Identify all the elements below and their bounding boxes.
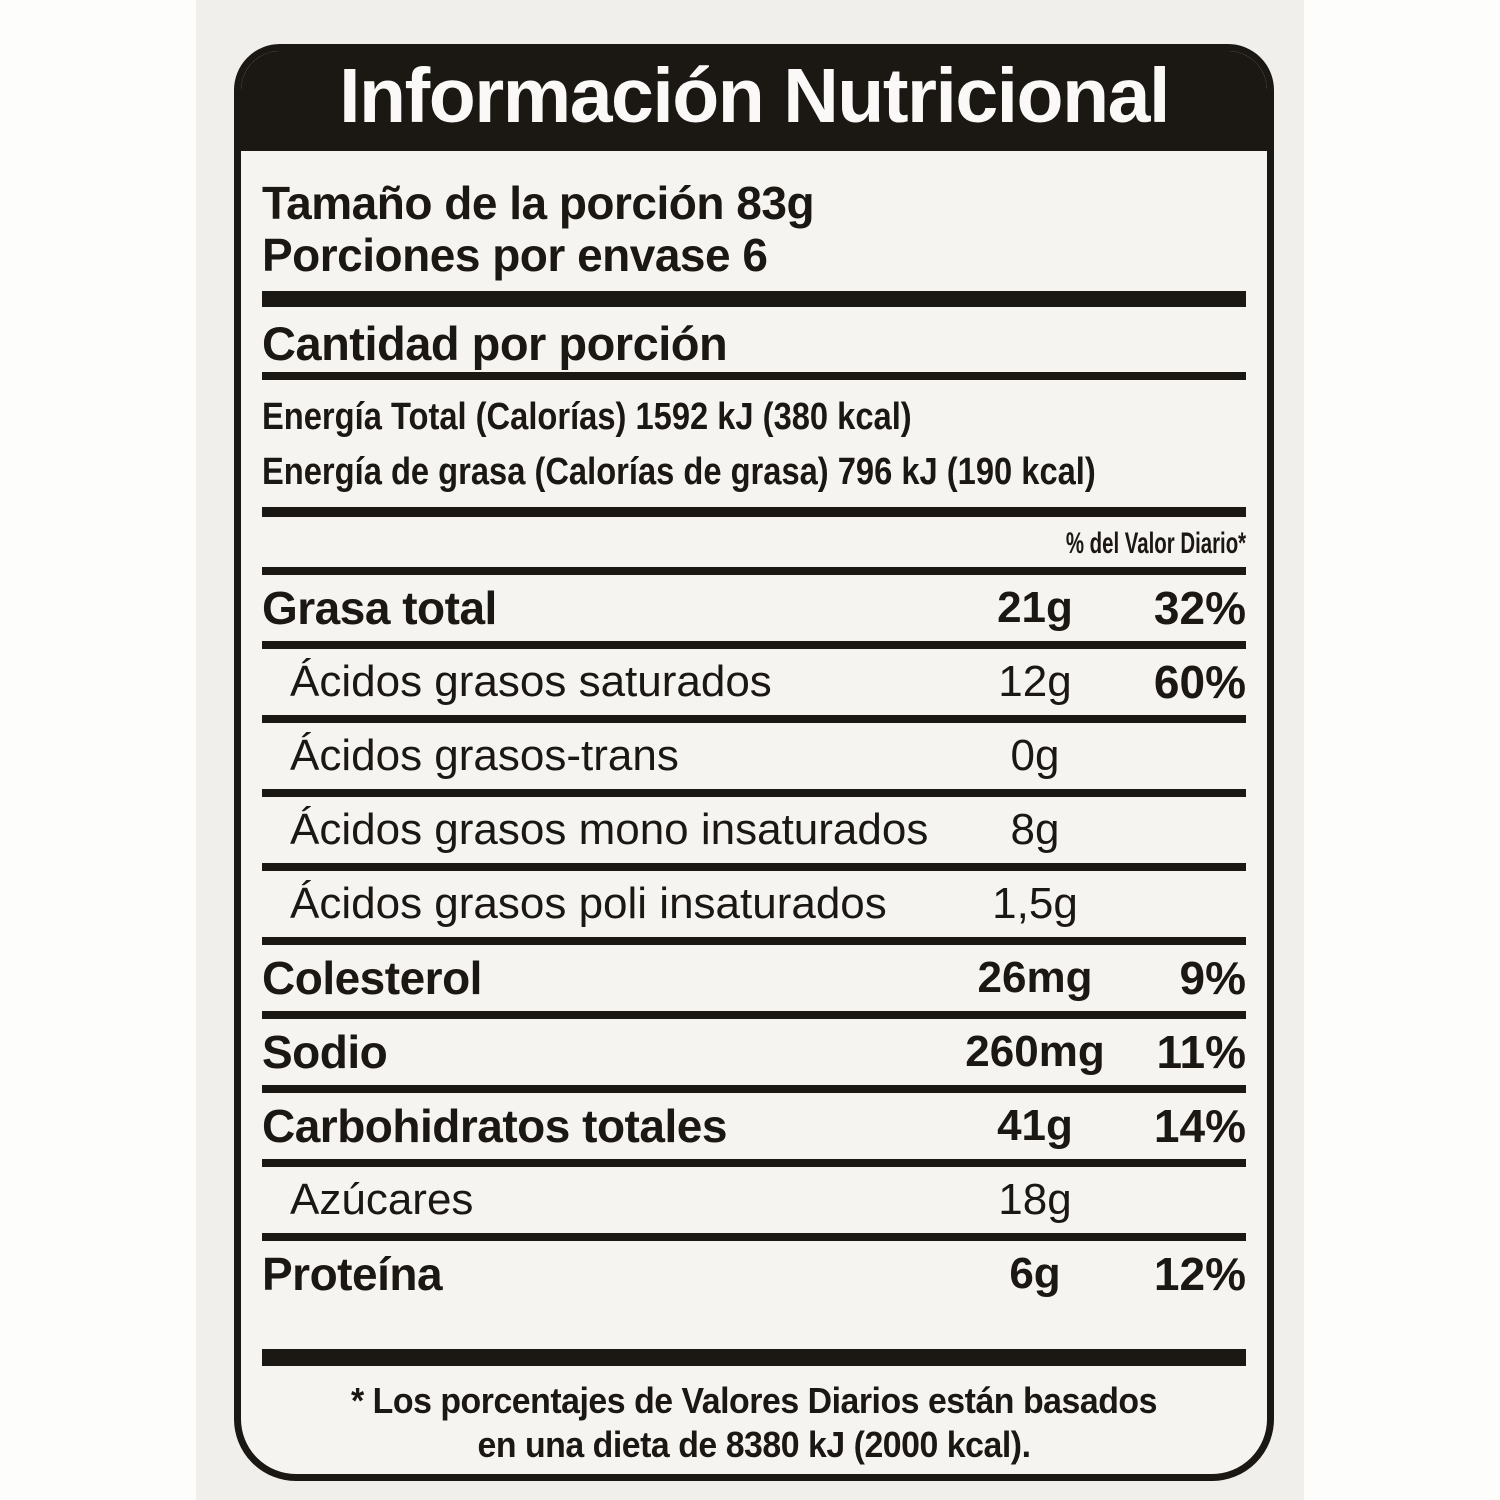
- nutrient-label: Ácidos grasos mono insaturados: [290, 805, 929, 854]
- nutrient-amount: 260mg: [965, 1027, 1105, 1076]
- daily-value-heading-text: % del Valor Diario*: [1065, 527, 1246, 560]
- nutrient-label: Ácidos grasos poli insaturados: [290, 879, 887, 928]
- amount-per-serving-heading: Cantidad por porción: [262, 317, 728, 370]
- nutrient-amount: 12g: [998, 657, 1072, 706]
- nutrient-row-poli-insaturados: Ácidos grasos poli insaturados 1,5g: [262, 871, 1246, 937]
- nutrient-amount: 1,5g: [992, 879, 1078, 928]
- nutrient-row-sodio: Sodio 260mg 11%: [262, 1019, 1246, 1085]
- serving-size-line: Tamaño de la porción 83g: [262, 177, 815, 229]
- nutrient-daily-value: 9%: [1179, 952, 1246, 1004]
- nutrition-panel-header: Información Nutricional: [241, 51, 1267, 151]
- nutrient-label: Sodio: [262, 1026, 388, 1078]
- divider: [262, 567, 1246, 575]
- divider: [262, 1159, 1246, 1167]
- nutrient-amount: 26mg: [977, 953, 1093, 1002]
- divider: [262, 372, 1246, 380]
- panel-title: Información Nutricional: [339, 53, 1170, 139]
- daily-value-footnote: * Los porcentajes de Valores Diarios est…: [292, 1379, 1217, 1467]
- nutrient-row-carbohidratos: Carbohidratos totales 41g 14%: [262, 1093, 1246, 1159]
- servings-per-container-line: Porciones por envase 6: [262, 229, 768, 281]
- nutrient-daily-value: 60%: [1153, 656, 1246, 708]
- nutrient-amount: 21g: [997, 583, 1073, 632]
- nutrient-amount: 0g: [1010, 731, 1060, 780]
- nutrient-daily-value: 14%: [1153, 1100, 1246, 1152]
- daily-value-heading: % del Valor Diario*: [262, 525, 1246, 563]
- energy-total-line: Energía Total (Calorías) 1592 kJ (380 kc…: [262, 396, 912, 438]
- nutrient-row-grasos-saturados: Ácidos grasos saturados 12g 60%: [262, 649, 1246, 715]
- nutrition-panel-content: Tamaño de la porción 83g Porciones por e…: [241, 177, 1267, 1467]
- nutrient-daily-value: 12%: [1153, 1248, 1246, 1300]
- nutrient-label: Ácidos grasos-trans: [290, 731, 679, 780]
- nutrient-amount: 18g: [998, 1175, 1072, 1224]
- footnote-line-2: en una dieta de 8380 kJ (2000 kcal).: [477, 1424, 1031, 1465]
- nutrient-amount: 41g: [997, 1101, 1073, 1150]
- divider: [262, 1233, 1246, 1241]
- divider: [262, 1011, 1246, 1019]
- nutrient-row-mono-insaturados: Ácidos grasos mono insaturados 8g: [262, 797, 1246, 863]
- nutrient-row-proteina: Proteína 6g 12%: [262, 1241, 1246, 1307]
- nutrient-row-colesterol: Colesterol 26mg 9%: [262, 945, 1246, 1011]
- nutrient-amount: 6g: [1009, 1249, 1061, 1298]
- thick-divider-footer: [262, 1349, 1246, 1366]
- nutrient-amount: 8g: [1010, 805, 1060, 854]
- divider: [262, 863, 1246, 871]
- footnote-line-1: * Los porcentajes de Valores Diarios est…: [351, 1380, 1157, 1421]
- divider: [262, 789, 1246, 797]
- divider: [262, 937, 1246, 945]
- divider: [262, 641, 1246, 649]
- nutrient-label: Azúcares: [290, 1175, 474, 1224]
- nutrient-label: Colesterol: [262, 952, 482, 1004]
- nutrient-label: Carbohidratos totales: [262, 1100, 727, 1152]
- divider: [262, 1085, 1246, 1093]
- nutrient-row-grasa-total: Grasa total 21g 32%: [262, 575, 1246, 641]
- thick-divider-top: [262, 291, 1246, 307]
- energy-from-fat-line: Energía de grasa (Calorías de grasa) 796…: [262, 451, 1096, 493]
- nutrient-label: Proteína: [262, 1248, 443, 1300]
- nutrient-label: Ácidos grasos saturados: [290, 657, 772, 706]
- nutrient-row-azucares: Azúcares 18g: [262, 1167, 1246, 1233]
- nutrient-label: Grasa total: [262, 582, 497, 634]
- nutrient-row-grasos-trans: Ácidos grasos-trans 0g: [262, 723, 1246, 789]
- nutrient-daily-value: 32%: [1153, 582, 1246, 634]
- nutrient-daily-value: 11%: [1156, 1026, 1246, 1078]
- medium-divider: [262, 507, 1246, 517]
- divider: [262, 715, 1246, 723]
- nutrition-facts-panel: Información Nutricional Tamaño de la por…: [234, 44, 1274, 1481]
